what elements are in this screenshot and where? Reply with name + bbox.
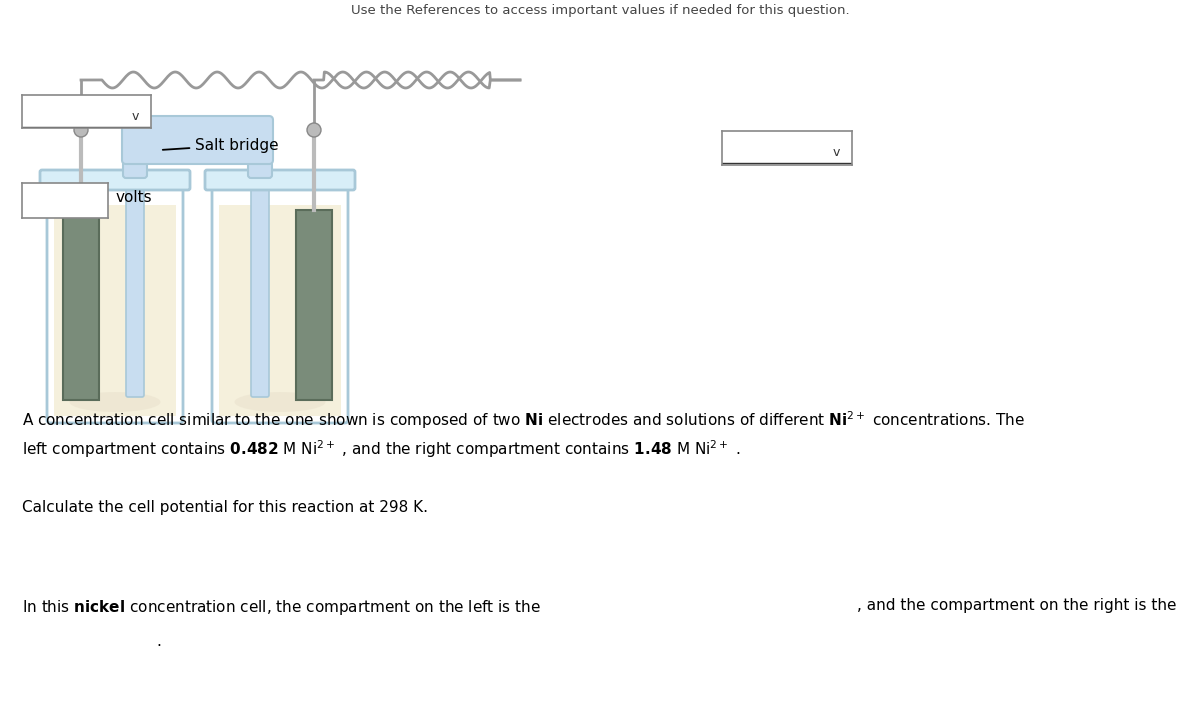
- FancyBboxPatch shape: [126, 168, 144, 397]
- Circle shape: [307, 123, 322, 137]
- Text: Calculate the cell potential for this reaction at 298 K.: Calculate the cell potential for this re…: [22, 500, 427, 515]
- Bar: [296, 210, 332, 400]
- Circle shape: [74, 123, 88, 137]
- Text: .: .: [156, 634, 161, 650]
- FancyBboxPatch shape: [122, 116, 274, 164]
- Text: Salt bridge: Salt bridge: [163, 138, 278, 152]
- FancyBboxPatch shape: [40, 170, 190, 190]
- Text: , and the compartment on the right is the: , and the compartment on the right is th…: [857, 598, 1176, 613]
- Bar: [220, 204, 341, 416]
- Bar: [54, 204, 176, 416]
- Text: In this $\bf{nickel}$ concentration cell, the compartment on the left is the: In this $\bf{nickel}$ concentration cell…: [22, 598, 541, 617]
- FancyBboxPatch shape: [251, 168, 269, 397]
- Ellipse shape: [70, 392, 161, 412]
- Text: v: v: [132, 110, 139, 123]
- FancyBboxPatch shape: [124, 162, 148, 178]
- Bar: [64, 210, 98, 400]
- Text: v: v: [833, 146, 840, 160]
- FancyBboxPatch shape: [248, 162, 272, 178]
- Text: left compartment contains $\bf{0.482}$ M Ni$^{2+}$ , and the right compartment c: left compartment contains $\bf{0.482}$ M…: [22, 439, 740, 460]
- FancyBboxPatch shape: [205, 170, 355, 190]
- Ellipse shape: [234, 392, 325, 412]
- Text: volts: volts: [115, 191, 152, 205]
- Text: Use the References to access important values if needed for this question.: Use the References to access important v…: [350, 4, 850, 17]
- Text: A concentration cell similar to the one shown is composed of two $\bf{Ni}$ elect: A concentration cell similar to the one …: [22, 410, 1025, 431]
